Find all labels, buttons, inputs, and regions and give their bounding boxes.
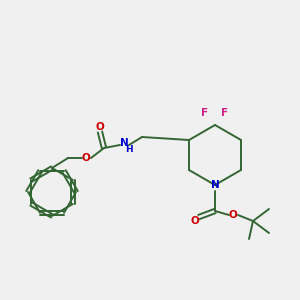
Text: N: N (120, 138, 128, 148)
Text: O: O (190, 216, 200, 226)
Text: F: F (201, 108, 208, 118)
Text: O: O (82, 153, 90, 163)
Text: O: O (96, 122, 104, 132)
Text: H: H (125, 145, 133, 154)
Text: O: O (229, 210, 237, 220)
Text: N: N (211, 180, 219, 190)
Text: F: F (221, 108, 229, 118)
